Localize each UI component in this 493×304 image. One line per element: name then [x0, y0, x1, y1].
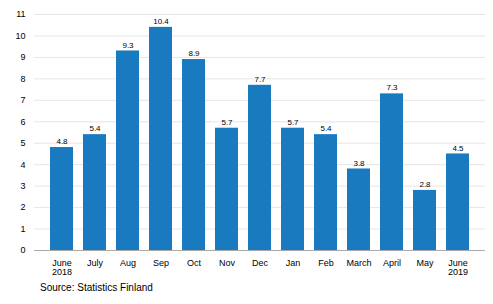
- svg-text:1: 1: [20, 224, 25, 234]
- svg-text:5.7: 5.7: [221, 118, 233, 127]
- svg-text:5.4: 5.4: [320, 124, 332, 133]
- html-text:Source: Statistics Finland: Source: Statistics Finland: [40, 282, 153, 293]
- svg-text:Oct: Oct: [187, 258, 202, 268]
- svg-text:4: 4: [20, 160, 25, 170]
- svg-text:0: 0: [20, 245, 25, 255]
- svg-text:June2019: June2019: [448, 258, 468, 277]
- svg-text:Feb: Feb: [318, 258, 334, 268]
- svg-text:2: 2: [20, 202, 25, 212]
- svg-text:8.9: 8.9: [188, 49, 200, 58]
- svg-text:March: March: [346, 258, 371, 268]
- svg-text:3.8: 3.8: [353, 159, 365, 168]
- svg-text:2.8: 2.8: [419, 180, 431, 189]
- svg-text:4.8: 4.8: [56, 137, 68, 146]
- svg-text:9: 9: [20, 52, 25, 62]
- svg-text:July: July: [87, 258, 104, 268]
- svg-text:Aug: Aug: [120, 258, 136, 268]
- svg-text:May: May: [416, 258, 434, 268]
- svg-text:3: 3: [20, 181, 25, 191]
- svg-text:8: 8: [20, 74, 25, 84]
- svg-text:5.4: 5.4: [89, 124, 101, 133]
- svg-text:10.4: 10.4: [153, 17, 169, 26]
- svg-text:7: 7: [20, 95, 25, 105]
- svg-text:5.7: 5.7: [287, 118, 299, 127]
- svg-text:Dec: Dec: [252, 258, 269, 268]
- svg-text:10: 10: [15, 31, 25, 41]
- svg-text:June2018: June2018: [52, 258, 72, 277]
- svg-text:4.5: 4.5: [452, 144, 464, 153]
- svg-text:9.3: 9.3: [122, 41, 134, 50]
- svg-text:Nov: Nov: [219, 258, 236, 268]
- svg-text:7.3: 7.3: [386, 83, 398, 92]
- svg-text:11: 11: [16, 9, 25, 19]
- svg-text:7.7: 7.7: [254, 75, 266, 84]
- svg-text:6: 6: [20, 117, 25, 127]
- svg-text:5: 5: [20, 138, 25, 148]
- svg-text:Jan: Jan: [286, 258, 301, 268]
- svg-text:Sep: Sep: [153, 258, 169, 268]
- svg-text:April: April: [383, 258, 401, 268]
